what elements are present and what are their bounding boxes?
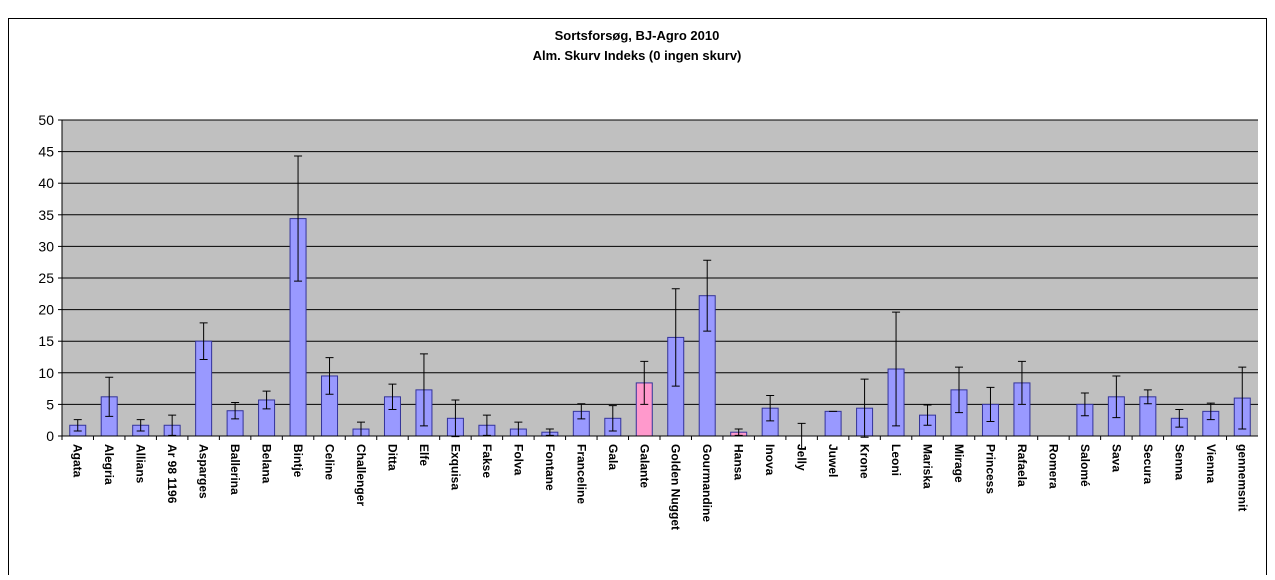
- error-bar: [231, 402, 240, 420]
- x-tick-label: Challenger: [354, 444, 368, 506]
- x-tick-label: Leoni: [889, 444, 903, 476]
- x-tick-label: Ditta: [385, 444, 399, 471]
- y-tick-label: 35: [38, 207, 54, 223]
- x-tick-label: Vienna: [1204, 444, 1218, 483]
- x-tick-label: Exquisa: [448, 444, 462, 490]
- error-bar: [608, 405, 617, 432]
- bar: [824, 410, 842, 437]
- x-tick-label: Agata: [71, 444, 85, 478]
- error-bar: [577, 403, 586, 420]
- x-tick-label: Princess: [983, 444, 997, 494]
- error-bar: [419, 353, 428, 427]
- error-bar: [766, 395, 775, 422]
- y-tick-label: 25: [38, 270, 54, 286]
- error-bar: [168, 414, 177, 436]
- x-tick-label: gennemsnit: [1235, 444, 1249, 511]
- error-bar: [923, 404, 932, 426]
- chart-subtitle: Alm. Skurv Indeks (0 ingen skurv): [533, 48, 742, 63]
- error-bar: [1206, 402, 1215, 421]
- x-tick-label: Elfe: [417, 444, 431, 466]
- x-tick-label: Celine: [323, 444, 337, 480]
- error-bar: [892, 311, 901, 427]
- x-tick-label: Ballerina: [228, 444, 242, 495]
- x-tick-label: Sava: [1109, 444, 1123, 472]
- y-tick-label: 45: [38, 144, 54, 160]
- error-bar: [1112, 375, 1121, 419]
- error-bar: [640, 360, 649, 405]
- y-tick-label: 5: [46, 396, 54, 412]
- error-bar: [860, 378, 869, 438]
- error-bar: [545, 428, 554, 436]
- x-tick-label: Jelly: [795, 444, 809, 471]
- x-tick-label: Secura: [1141, 444, 1155, 484]
- x-tick-label: Allians: [134, 444, 148, 484]
- y-tick-label: 20: [38, 302, 54, 318]
- x-tick-label: Ar 98 1196: [165, 444, 179, 504]
- x-tick-label: Hansa: [732, 444, 746, 480]
- error-bar: [451, 399, 460, 438]
- error-bar: [105, 376, 114, 417]
- error-bar: [388, 383, 397, 410]
- x-tick-label: Galante: [637, 444, 651, 488]
- error-bar: [1143, 389, 1152, 405]
- error-bar: [703, 259, 712, 332]
- error-bar: [1017, 360, 1026, 405]
- x-tick-label: Fontane: [543, 444, 557, 491]
- x-tick-label: Inova: [763, 444, 777, 476]
- x-tick-label: Golden Nugget: [669, 444, 683, 530]
- error-bar: [671, 288, 680, 387]
- x-tick-label: Franceline: [574, 444, 588, 504]
- error-bar: [136, 419, 145, 432]
- error-bar: [325, 357, 334, 395]
- x-tick-label: Mirage: [952, 444, 966, 483]
- y-tick-label: 15: [38, 333, 54, 349]
- y-tick-label: 0: [46, 428, 54, 444]
- x-tick-label: Fakse: [480, 444, 494, 478]
- x-tick-label: Krone: [858, 444, 872, 479]
- error-bar: [955, 366, 963, 414]
- y-tick-label: 40: [38, 175, 54, 191]
- error-bar: [986, 386, 995, 422]
- error-bar: [482, 414, 491, 436]
- error-bar: [199, 322, 208, 361]
- y-tick-label: 10: [38, 365, 54, 381]
- error-bar: [73, 419, 82, 432]
- x-tick-label: Mariska: [921, 444, 935, 489]
- x-tick-label: Salomé: [1078, 444, 1092, 487]
- error-bar: [294, 155, 303, 282]
- x-tick-label: Gourmandine: [700, 444, 714, 522]
- chart-title: Sortsforsøg, BJ-Agro 2010: [555, 28, 720, 43]
- x-tick-label: Senna: [1172, 444, 1186, 480]
- x-tick-label: Juwel: [826, 444, 840, 477]
- error-bar: [1080, 392, 1089, 417]
- y-tick-label: 30: [38, 238, 54, 254]
- x-tick-label: Rafaela: [1015, 444, 1029, 487]
- x-tick-label: Bintje: [291, 444, 305, 478]
- error-bar: [1238, 366, 1247, 430]
- error-bar: [734, 428, 743, 436]
- x-tick-label: Romera: [1046, 444, 1060, 489]
- x-tick-label: Asparges: [197, 444, 211, 499]
- error-bar: [262, 390, 271, 410]
- x-tick-label: Folva: [511, 444, 525, 476]
- x-tick-label: Alegria: [102, 444, 116, 485]
- x-tick-label: Gala: [606, 444, 620, 470]
- y-tick-label: 50: [38, 112, 54, 128]
- x-tick-label: Belana: [260, 444, 274, 484]
- error-bar: [1175, 408, 1184, 428]
